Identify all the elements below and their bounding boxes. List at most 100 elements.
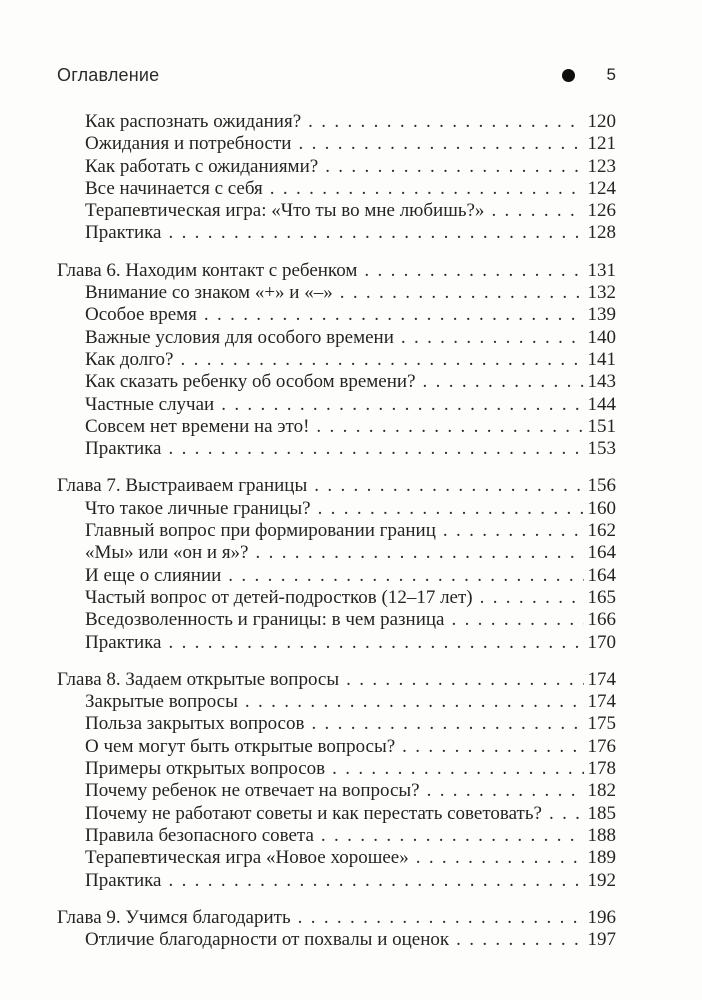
- toc-item-title: Как сказать ребенку об особом времени?: [85, 371, 416, 393]
- toc-chapter-row: Глава 7. Выстраиваем границы . . . . . . …: [57, 475, 616, 497]
- toc-entry-row: Практика . . . . . . . . . . . . . . . . …: [57, 222, 616, 244]
- toc-item-page-number: 185: [587, 802, 617, 824]
- toc-item-page-number: 192: [587, 869, 617, 891]
- toc-item-title: Практика: [85, 438, 162, 460]
- toc-item-page-number: 166: [587, 609, 617, 631]
- toc-entry-row: «Мы» или «он и я»? . . . . . . . . . . . …: [57, 542, 616, 564]
- toc-item-page-number: 128: [587, 222, 617, 244]
- toc-item-page-number: 174: [587, 691, 617, 713]
- dot-leader: . . . . . . . . . . . . . . . . . . . . …: [168, 631, 583, 653]
- toc-item-page-number: 143: [587, 371, 617, 393]
- toc-entry-row: Ожидания и потребности . . . . . . . . . …: [57, 133, 616, 155]
- toc-section: Глава 8. Задаем открытые вопросы . . . . …: [57, 669, 616, 892]
- toc-item-title: Что такое личные границы?: [85, 497, 311, 519]
- toc-entry-row: И еще о слиянии . . . . . . . . . . . . .…: [57, 565, 616, 587]
- toc-item-title: Закрытые вопросы: [85, 691, 238, 713]
- toc-item-page-number: 162: [587, 520, 617, 542]
- dot-leader: . . . . . . . . . . . . . . . . . . . . …: [400, 326, 584, 348]
- toc-item-title: Глава 7. Выстраиваем границы: [57, 475, 308, 497]
- toc-item-title: Важные условия для особого времени: [85, 326, 394, 348]
- page-header: Оглавление 5: [57, 64, 616, 86]
- toc-item-page-number: 144: [587, 393, 617, 415]
- toc-entry-row: Как распознать ожидания? . . . . . . . . …: [57, 111, 616, 133]
- dot-leader: . . . . . . . . . . . . . . . . . . . . …: [415, 847, 584, 869]
- toc-entry-row: Почему ребенок не отвечает на вопросы? . …: [57, 780, 616, 802]
- toc-chapter-row: Глава 6. Находим контакт с ребенком . . .…: [57, 260, 616, 282]
- toc-entry-row: Почему не работают советы и как перестат…: [57, 803, 616, 825]
- toc-item-title: Правила безопасного совета: [85, 824, 314, 846]
- toc-section: Глава 9. Учимся благодарить . . . . . . .…: [57, 907, 616, 952]
- toc-entry-row: Главный вопрос при формировании границ . …: [57, 520, 616, 542]
- toc-item-page-number: 123: [587, 155, 617, 177]
- toc-item-title: Отличие благодарности от похвалы и оцено…: [85, 929, 450, 951]
- toc-entry-row: Частый вопрос от детей-подростков (12–17…: [57, 587, 616, 609]
- dot-leader: . . . . . . . . . . . . . . . . . . . . …: [298, 133, 583, 155]
- toc-item-title: И еще о слиянии: [85, 564, 222, 586]
- dot-leader: . . . . . . . . . . . . . . . . . . . . …: [269, 177, 584, 199]
- toc-item-page-number: 182: [587, 780, 617, 802]
- dot-leader: . . . . . . . . . . . . . . . . . . . . …: [325, 155, 583, 177]
- dot-leader: . . . . . . . . . . . . . . . . . . . . …: [402, 735, 583, 757]
- dot-leader: . . . . . . . . . . . . . . . . . . . . …: [255, 542, 584, 564]
- toc-item-page-number: 160: [587, 497, 617, 519]
- toc-item-page-number: 131: [587, 259, 617, 281]
- toc-item-page-number: 126: [587, 200, 617, 222]
- toc-item-page-number: 156: [587, 475, 617, 497]
- toc-item-page-number: 140: [587, 326, 617, 348]
- toc-item-title: Терапевтическая игра «Новое хорошее»: [85, 847, 409, 869]
- toc-item-title: Глава 9. Учимся благодарить: [57, 906, 291, 928]
- toc-item-page-number: 188: [587, 824, 617, 846]
- toc-item-title: Как распознать ожидания?: [85, 111, 302, 132]
- toc-item-page-number: 196: [587, 906, 617, 928]
- toc-entry-row: Правила безопасного совета . . . . . . . …: [57, 825, 616, 847]
- toc-item-title: Как работать с ожиданиями?: [85, 155, 319, 177]
- toc-item-page-number: 151: [587, 415, 617, 437]
- dot-leader: . . . . . . . . . . . . . . . . . . . . …: [314, 475, 583, 497]
- toc-item-page-number: 165: [587, 586, 617, 608]
- dot-leader: . . . . . . . . . . . . . . . . . . . . …: [346, 668, 583, 690]
- toc-item-title: Терапевтическая игра: «Что ты во мне люб…: [85, 200, 485, 222]
- toc-item-page-number: 132: [587, 282, 617, 304]
- toc-entry-row: Все начинается с себя . . . . . . . . . .…: [57, 178, 616, 200]
- dot-leader: . . . . . . . . . . . . . . . . . . . . …: [316, 415, 583, 437]
- toc-item-page-number: 139: [587, 304, 617, 326]
- folio-page-number: 5: [606, 65, 616, 84]
- toc-item-page-number: 124: [587, 177, 617, 199]
- toc-chapter-row: Глава 8. Задаем открытые вопросы . . . . …: [57, 669, 616, 691]
- toc-entry-row: Практика . . . . . . . . . . . . . . . . …: [57, 870, 616, 892]
- toc-entry-row: Примеры открытых вопросов . . . . . . . .…: [57, 758, 616, 780]
- dot-leader: . . . . . . . . . . . . . . . . . . . . …: [364, 259, 583, 281]
- toc-item-title: Глава 8. Задаем открытые вопросы: [57, 668, 340, 690]
- toc-entry-row: Практика . . . . . . . . . . . . . . . . …: [57, 438, 616, 460]
- dot-ornament-icon: [561, 68, 575, 82]
- toc-entry-row: Важные условия для особого времени . . . …: [57, 327, 616, 349]
- toc-item-title: Почему не работают советы и как перестат…: [85, 802, 542, 824]
- dot-leader: . . . . . . . . . . . . . . . . . . . . …: [317, 497, 584, 519]
- toc-entry-row: Как долго? . . . . . . . . . . . . . . . …: [57, 349, 616, 371]
- toc-item-title: Практика: [85, 869, 162, 891]
- toc-item-title: Как долго?: [85, 348, 174, 370]
- toc-item-title: Практика: [85, 222, 162, 244]
- toc-item-page-number: 189: [587, 847, 617, 869]
- dot-leader: . . . . . . . . . . . . . . . . . . . . …: [221, 393, 583, 415]
- toc-item-title: Совсем нет времени на это!: [85, 415, 310, 437]
- dot-leader: . . . . . . . . . . . . . . . . . . . . …: [311, 713, 583, 735]
- toc-item-title: Глава 6. Находим контакт с ребенком: [57, 259, 358, 281]
- toc-item-page-number: 178: [587, 758, 617, 780]
- dot-leader: . . . . . . . . . . . . . . . . . . . . …: [297, 906, 584, 928]
- dot-leader: . . . . . . . . . . . . . . . . . . . . …: [451, 609, 583, 631]
- dot-leader: . . . . . . . . . . . . . . . . . . . . …: [168, 438, 583, 460]
- header-right: 5: [561, 65, 616, 85]
- toc-section: Глава 7. Выстраиваем границы . . . . . . …: [57, 475, 616, 653]
- toc-item-page-number: 120: [587, 111, 617, 132]
- toc-item-title: Внимание со знаком «+» и «–»: [85, 282, 333, 304]
- toc-item-page-number: 197: [587, 929, 617, 951]
- dot-leader: . . . . . . . . . . . . . . . . . . . . …: [426, 780, 584, 802]
- toc-item-page-number: 176: [587, 735, 617, 757]
- toc-item-title: Все начинается с себя: [85, 177, 263, 199]
- dot-leader: . . . . . . . . . . . . . . . . . . . . …: [479, 586, 584, 608]
- toc-entry-row: Закрытые вопросы . . . . . . . . . . . . …: [57, 691, 616, 713]
- toc-item-title: «Мы» или «он и я»?: [85, 542, 249, 564]
- toc-entry-row: Терапевтическая игра: «Что ты во мне люб…: [57, 200, 616, 222]
- dot-leader: . . . . . . . . . . . . . . . . . . . . …: [422, 371, 584, 393]
